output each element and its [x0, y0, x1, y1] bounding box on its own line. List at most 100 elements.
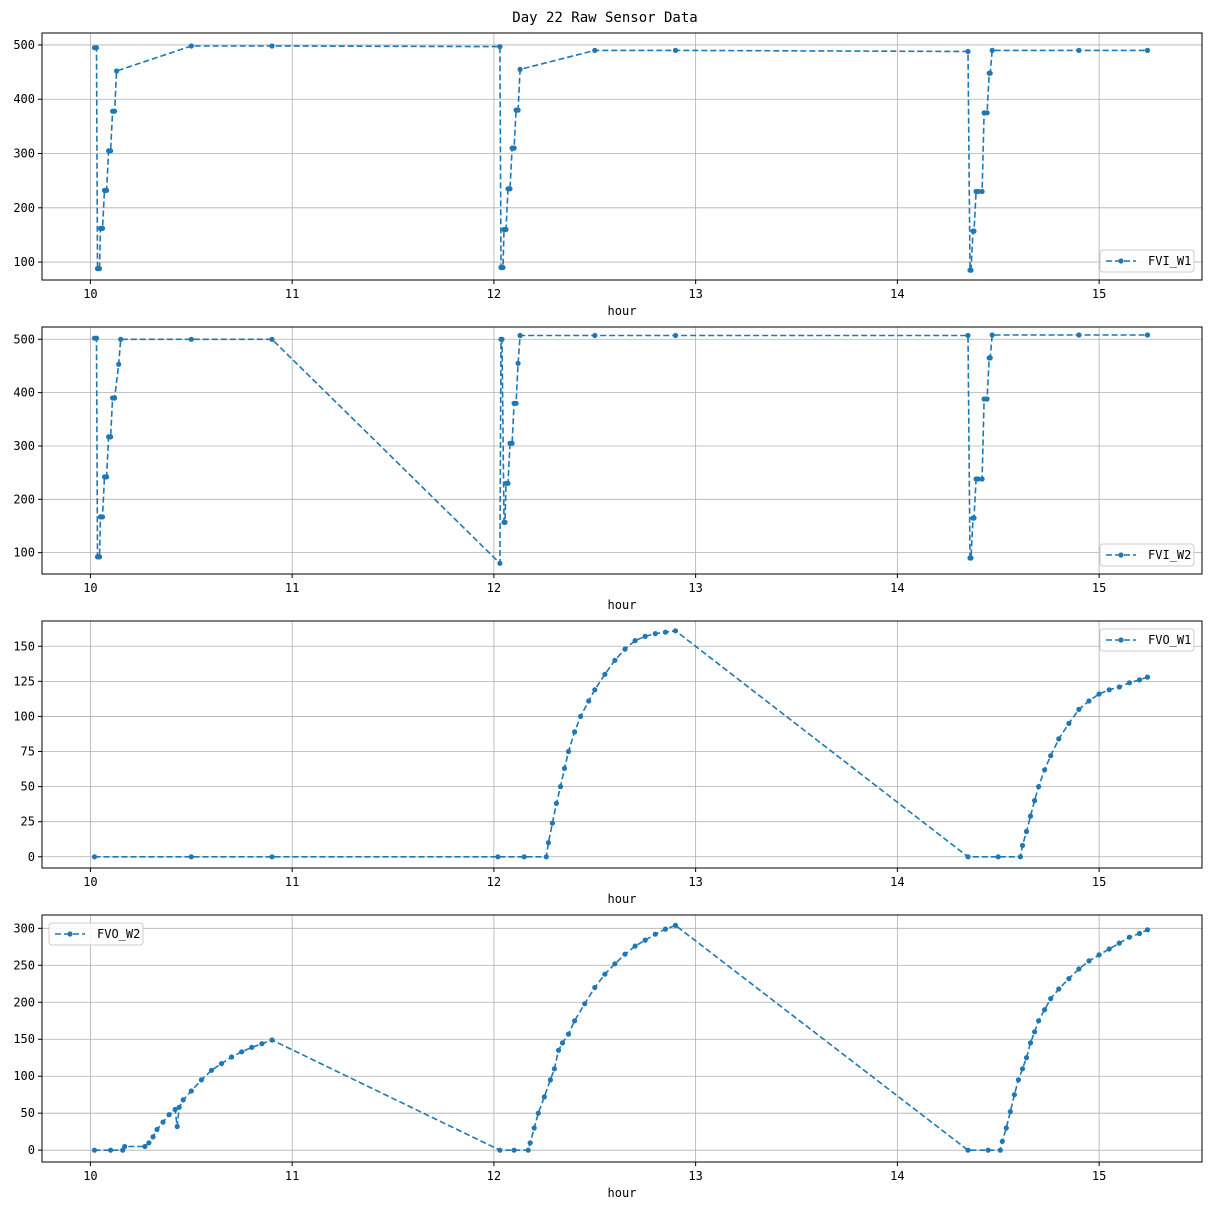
data-point [965, 48, 971, 55]
legend: FVO_W1 [1099, 628, 1195, 652]
data-point [999, 1138, 1005, 1144]
data-point [1027, 813, 1034, 819]
legend-entry: FVI_W2 [1148, 548, 1191, 562]
data-point [543, 854, 549, 860]
x-tick-label: 12 [487, 1169, 501, 1183]
x-tick-label: 14 [890, 875, 904, 889]
x-tick-label: 13 [688, 287, 702, 301]
data-point [975, 476, 981, 482]
data-point [172, 1106, 178, 1113]
data-point [1144, 47, 1151, 54]
data-point [592, 332, 598, 339]
data-point [612, 961, 618, 967]
x-tick-label: 14 [890, 1169, 904, 1183]
legend-box [1099, 249, 1195, 273]
data-point [1036, 784, 1042, 790]
x-tick-label: 13 [688, 875, 702, 889]
data-point [1011, 1092, 1018, 1098]
data-point [96, 554, 103, 560]
data-point [1116, 684, 1122, 690]
data-point [968, 555, 974, 561]
data-point [1096, 691, 1102, 697]
data-point [104, 187, 110, 193]
legend: FVI_W1 [1099, 249, 1195, 273]
data-point [582, 1001, 588, 1007]
data-point [515, 360, 521, 366]
data-point [166, 1112, 172, 1118]
data-point [1136, 677, 1143, 683]
data-point [975, 188, 981, 195]
data-point [1032, 798, 1038, 804]
y-tick-label: 150 [13, 639, 35, 653]
data-point [505, 480, 511, 486]
y-tick-label: 400 [13, 386, 35, 400]
data-point [500, 264, 506, 271]
x-tick-label: 11 [285, 875, 299, 889]
data-point [1019, 842, 1026, 849]
data-point [239, 1049, 245, 1055]
subplot-2: 10 11 12 13 14 15 100 200 300 400 500 hour FVI_W2 [13, 326, 1203, 612]
data-point [1126, 934, 1132, 940]
data-point [99, 514, 106, 520]
y-tick-label: 150 [13, 1032, 35, 1046]
data-point [1076, 966, 1082, 972]
x-tick-label: 15 [1092, 1169, 1106, 1183]
data-point [208, 1067, 215, 1073]
data-point [1066, 720, 1072, 727]
data-point [1048, 996, 1054, 1002]
data-point [1036, 1018, 1042, 1024]
data-point [1056, 736, 1062, 742]
data-point [1086, 698, 1092, 704]
data-point [622, 951, 628, 957]
data-point [965, 1147, 971, 1153]
data-point [174, 1123, 180, 1130]
data-point [602, 671, 608, 677]
axes-frame [41, 326, 1203, 575]
data-point [108, 148, 114, 154]
y-tick-label: 500 [13, 38, 35, 52]
data-point [112, 108, 118, 114]
data-point [1023, 1055, 1030, 1061]
data-point [511, 145, 517, 151]
data-point [1144, 674, 1151, 680]
data-point [176, 1104, 182, 1110]
series-line-FVO_W1 [94, 629, 1148, 858]
data-point [497, 560, 503, 566]
legend: FVO_W2 [48, 922, 144, 946]
data-point [672, 47, 679, 54]
series-line-FVI_W2 [94, 334, 1148, 566]
y-tick-label: 200 [13, 492, 35, 506]
data-point [549, 820, 556, 826]
legend-entry: FVO_W1 [1148, 633, 1191, 647]
y-tick-label: 200 [13, 201, 35, 215]
data-point [984, 396, 990, 402]
data-point [1056, 986, 1062, 992]
data-point [1017, 854, 1024, 860]
data-point [622, 646, 628, 652]
data-point [1042, 1007, 1048, 1013]
data-point [517, 332, 523, 339]
data-point [91, 854, 98, 860]
data-point [1096, 952, 1102, 958]
data-point [979, 188, 985, 195]
y-tick-label: 300 [13, 439, 35, 453]
x-tick-label: 14 [890, 581, 904, 595]
x-tick-label: 15 [1092, 287, 1106, 301]
data-point [1019, 1066, 1026, 1072]
data-point [1126, 680, 1132, 686]
data-point [495, 854, 501, 860]
data-point [632, 943, 638, 949]
x-tick-label: 13 [688, 581, 702, 595]
axes-frame [41, 620, 1203, 869]
x-tick-label: 12 [487, 581, 501, 595]
data-point [1116, 940, 1122, 946]
data-point [535, 1110, 541, 1116]
data-point [198, 1077, 204, 1083]
data-point [1076, 47, 1082, 54]
y-tick-label: 125 [13, 674, 35, 688]
y-tick-label: 100 [13, 546, 35, 560]
data-point [979, 476, 985, 482]
x-tick-label: 10 [83, 1169, 97, 1183]
legend-marker [1118, 637, 1124, 643]
